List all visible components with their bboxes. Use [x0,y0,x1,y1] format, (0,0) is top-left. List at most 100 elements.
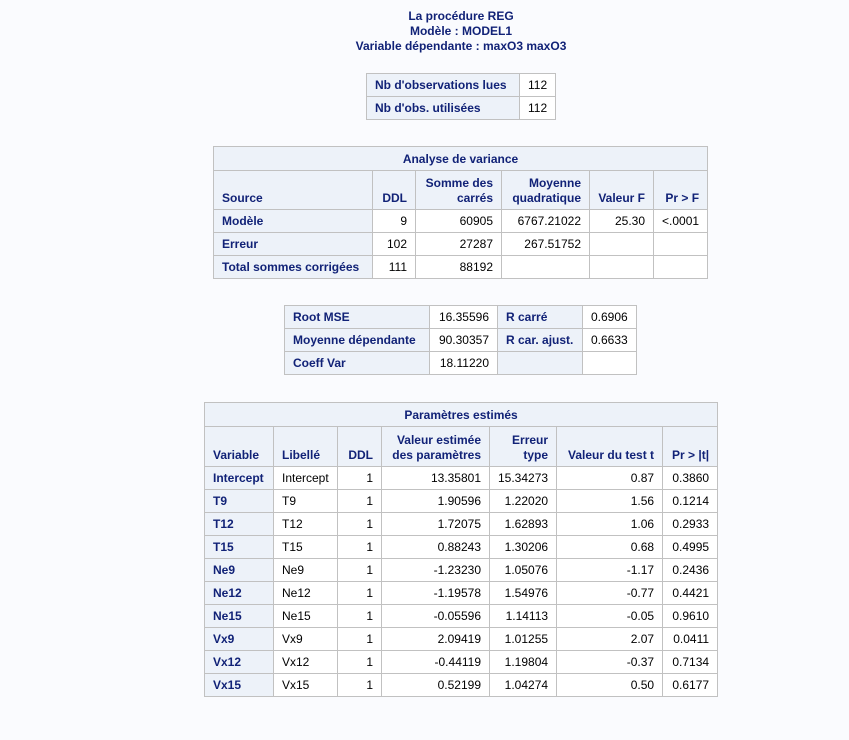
table-row: Vx12 Vx12 1 -0.44119 1.19804 -0.37 0.7134 [204,650,719,674]
header-source: Source [213,170,373,210]
param-estimate: 1.90596 [381,489,490,513]
cell-ss: 27287 [415,232,502,256]
param-ddl: 1 [337,627,382,651]
param-std-error: 1.05076 [488,558,558,582]
header-variable: Variable [204,426,274,467]
param-t-value: 0.50 [556,673,664,697]
cell-p [652,232,709,256]
anova-caption: Analyse de variance [212,146,709,171]
param-label: Ne15 [273,604,338,628]
fit-label: R car. ajust. [497,328,583,352]
model-title: Modèle : MODEL1 [409,24,512,38]
table-row: Coeff Var 18.11220 [284,351,637,375]
cell-ss: 60905 [415,209,502,233]
param-estimate: 1.72075 [381,512,490,536]
param-t-value: 1.56 [556,489,664,513]
param-estimate: -0.44119 [381,650,490,674]
row-source: Total sommes corrigées [213,255,373,279]
param-variable: Vx15 [204,673,274,697]
table-row: Nb d'obs. utilisées 112 [366,96,557,120]
param-pr-t: 0.4995 [662,535,719,559]
param-t-value: 0.68 [556,535,664,559]
cell-ddl: 102 [372,232,416,256]
table-row: Vx15 Vx15 1 0.52199 1.04274 0.50 0.6177 [204,673,719,697]
param-label: Intercept [273,466,338,490]
cell-p [652,255,709,279]
cell-ms: 267.51752 [501,232,590,256]
param-variable: Ne9 [204,558,274,582]
fit-value: 18.11220 [429,351,498,375]
table-row: Vx9 Vx9 1 2.09419 1.01255 2.07 0.0411 [204,627,719,651]
param-label: T9 [273,489,338,513]
param-t-value: -1.17 [556,558,664,582]
header-f-value: Valeur F [589,170,654,210]
header-libelle: Libellé [273,426,338,467]
header-std-error: Erreur type [488,426,558,467]
param-ddl: 1 [337,604,382,628]
fit-value: 0.6906 [582,305,637,329]
cell-f [589,232,654,256]
fit-label: R carré [497,305,583,329]
table-row: Ne9 Ne9 1 -1.23230 1.05076 -1.17 0.2436 [204,558,719,582]
param-estimate: 13.35801 [381,466,490,490]
header-sum-of-squares: Somme des carrés [415,170,502,210]
table-row: T12 T12 1 1.72075 1.62893 1.06 0.2933 [204,512,719,536]
table-row: Ne15 Ne15 1 -0.05596 1.14113 -0.05 0.9610 [204,604,719,628]
table-row: Intercept Intercept 1 13.35801 15.34273 0.87 0… [204,466,719,490]
table-row: T9 T9 1 1.90596 1.22020 1.56 0.1214 [204,489,719,513]
table-row: Total sommes corrigées 111 88192 [213,255,709,279]
param-pr-t: 0.2436 [662,558,719,582]
param-pr-t: 0.0411 [662,627,719,651]
cell-ddl: 111 [372,255,416,279]
param-variable: T15 [204,535,274,559]
param-pr-t: 0.2933 [662,512,719,536]
param-ddl: 1 [337,650,382,674]
param-label: T12 [273,512,338,536]
param-estimate: -1.19578 [381,581,490,605]
fit-label: Coeff Var [284,351,430,375]
obs-used-value: 112 [518,96,557,120]
obs-read-value: 112 [518,73,557,97]
header-ddl: DDL [337,426,382,467]
param-std-error: 1.14113 [488,604,558,628]
param-std-error: 1.19804 [488,650,558,674]
param-t-value: -0.37 [556,650,664,674]
table-row: Modèle 9 60905 6767.21022 25.30 <.0001 [213,209,709,233]
param-pr-t: 0.3860 [662,466,719,490]
param-pr-t: 0.7134 [662,650,719,674]
row-source: Modèle [213,209,373,233]
param-ddl: 1 [337,558,382,582]
param-pr-t: 0.6177 [662,673,719,697]
cell-f [589,255,654,279]
param-label: Vx15 [273,673,338,697]
cell-ms [501,255,590,279]
param-pr-t: 0.4421 [662,581,719,605]
param-estimate: 0.52199 [381,673,490,697]
param-estimate: 0.88243 [381,535,490,559]
table-caption-row: Paramètres estimés [203,402,719,427]
cell-ss: 88192 [415,255,502,279]
param-ddl: 1 [337,489,382,513]
row-source: Erreur [213,232,373,256]
header-ddl: DDL [372,170,416,210]
param-std-error: 1.22020 [488,489,558,513]
param-variable: Ne15 [204,604,274,628]
fit-value: 90.30357 [429,328,498,352]
table-row: Root MSE 16.35596 R carré 0.6906 [284,305,637,329]
cell-ddl: 9 [372,209,416,233]
param-variable: Intercept [204,466,274,490]
observations-table: Nb d'observations lues 112 Nb d'obs. uti… [366,73,557,120]
param-label: Vx12 [273,650,338,674]
param-estimate: 2.09419 [381,627,490,651]
param-std-error: 1.30206 [488,535,558,559]
param-label: Vx9 [273,627,338,651]
fit-value: 16.35596 [429,305,498,329]
header-pr-t: Pr > |t| [662,426,719,467]
header-pr-f: Pr > F [652,170,709,210]
param-t-value: 2.07 [556,627,664,651]
param-variable: Vx12 [204,650,274,674]
header-mean-square: Moyenne quadratique [501,170,590,210]
fit-label: Moyenne dépendante [284,328,430,352]
param-t-value: 1.06 [556,512,664,536]
params-caption: Paramètres estimés [203,402,719,427]
